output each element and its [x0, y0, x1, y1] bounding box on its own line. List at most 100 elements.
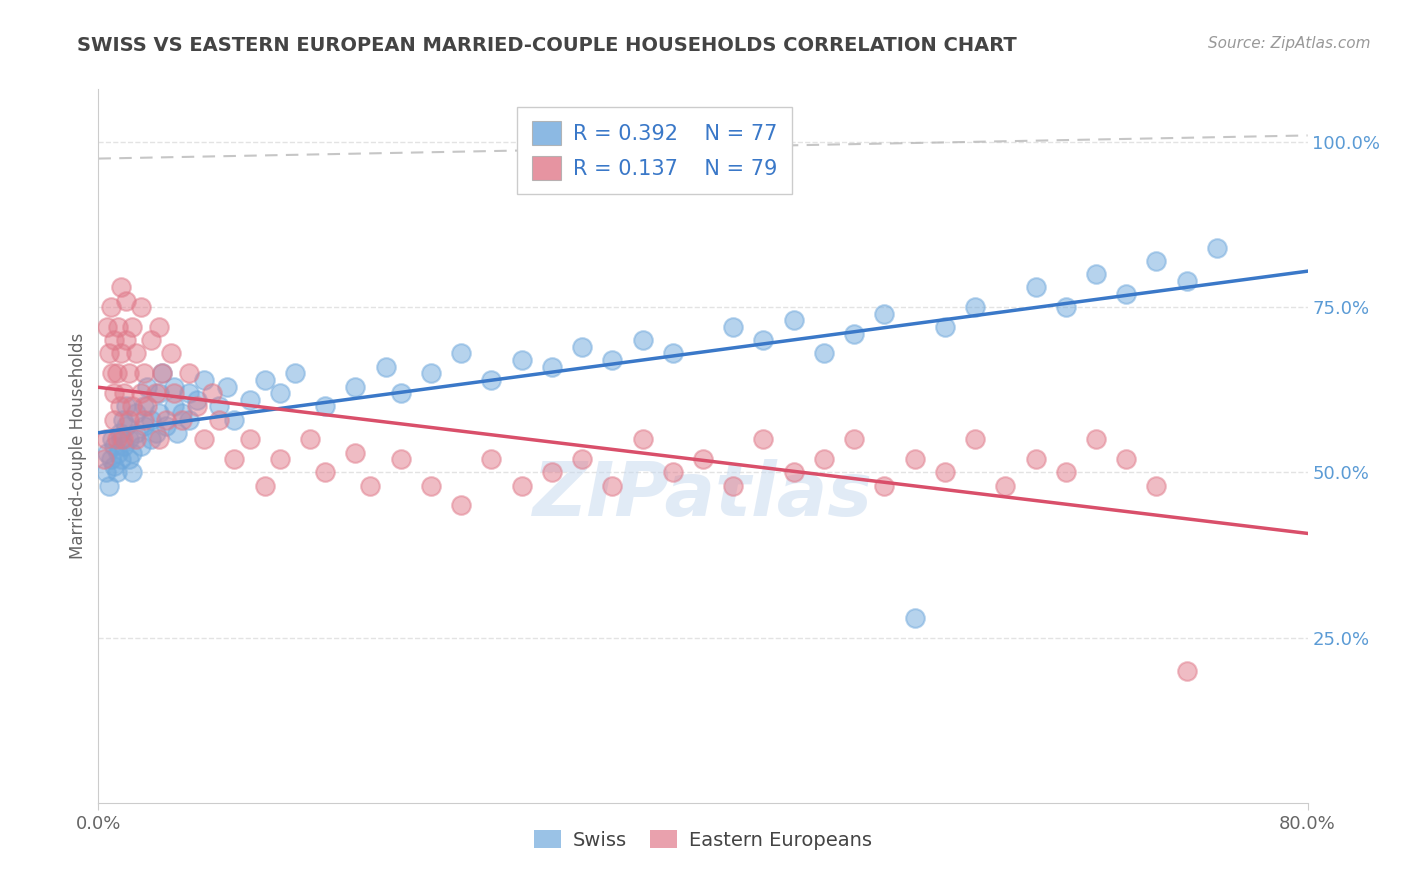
Point [269, 452, 291, 467]
Point [253, 478, 276, 492]
Point [98, 478, 121, 492]
Point [118, 433, 141, 447]
Point [1175, 274, 1198, 288]
Point [602, 353, 624, 368]
Point [114, 293, 136, 308]
Point [661, 466, 683, 480]
Point [163, 386, 186, 401]
Point [108, 400, 131, 414]
Point [602, 478, 624, 492]
Point [155, 419, 177, 434]
Point [692, 452, 714, 467]
Point [179, 386, 201, 401]
Point [723, 478, 745, 492]
Point [155, 412, 177, 426]
Point [112, 439, 135, 453]
Point [179, 412, 201, 426]
Point [114, 400, 136, 414]
Point [1206, 241, 1229, 255]
Point [284, 367, 307, 381]
Point [163, 379, 186, 393]
Point [186, 400, 208, 414]
Point [208, 400, 231, 414]
Point [148, 386, 170, 401]
Point [107, 445, 129, 459]
Point [420, 478, 443, 492]
Point [571, 340, 593, 354]
Point [389, 452, 412, 467]
Point [873, 478, 896, 492]
Point [1024, 452, 1046, 467]
Legend: Swiss, Eastern Europeans: Swiss, Eastern Europeans [526, 822, 880, 857]
Point [450, 346, 472, 360]
Point [148, 320, 170, 334]
Point [121, 445, 143, 459]
Point [965, 300, 987, 314]
Point [100, 300, 122, 314]
Point [201, 386, 224, 401]
Point [94, 466, 117, 480]
Text: Source: ZipAtlas.com: Source: ZipAtlas.com [1208, 36, 1371, 51]
Point [170, 406, 193, 420]
Point [132, 419, 155, 434]
Point [420, 367, 443, 381]
Point [111, 412, 134, 426]
Point [1054, 300, 1077, 314]
Point [661, 346, 683, 360]
Point [105, 433, 128, 447]
Point [101, 433, 124, 447]
Point [253, 373, 276, 387]
Point [193, 373, 215, 387]
Point [105, 367, 128, 381]
Point [118, 452, 141, 467]
Point [145, 386, 167, 401]
Point [269, 386, 291, 401]
Point [631, 433, 654, 447]
Point [135, 400, 157, 414]
Point [1144, 478, 1167, 492]
Point [239, 392, 262, 407]
Point [107, 320, 129, 334]
Point [510, 353, 533, 368]
Point [344, 379, 367, 393]
Point [160, 346, 183, 360]
Point [224, 412, 246, 426]
Point [135, 379, 157, 393]
Y-axis label: Married-couple Households: Married-couple Households [69, 333, 87, 559]
Point [132, 412, 155, 426]
Point [344, 445, 367, 459]
Point [1024, 280, 1046, 294]
Point [844, 326, 866, 341]
Point [129, 439, 152, 453]
Point [239, 433, 262, 447]
Point [98, 346, 121, 360]
Point [110, 346, 132, 360]
Point [148, 406, 170, 420]
Point [1115, 287, 1137, 301]
Point [1115, 452, 1137, 467]
Point [166, 425, 188, 440]
Point [129, 386, 152, 401]
Point [105, 466, 128, 480]
Point [510, 478, 533, 492]
Point [125, 406, 148, 420]
Point [752, 433, 775, 447]
Point [1144, 254, 1167, 268]
Point [389, 386, 412, 401]
Point [360, 478, 382, 492]
Point [813, 346, 835, 360]
Point [96, 320, 118, 334]
Point [141, 412, 163, 426]
Point [904, 452, 927, 467]
Point [93, 452, 115, 467]
Point [150, 367, 173, 381]
Point [110, 452, 132, 467]
Point [813, 452, 835, 467]
Point [110, 280, 132, 294]
Point [100, 452, 122, 467]
Point [783, 466, 806, 480]
Point [118, 412, 141, 426]
Point [141, 433, 163, 447]
Point [121, 400, 143, 414]
Point [125, 346, 148, 360]
